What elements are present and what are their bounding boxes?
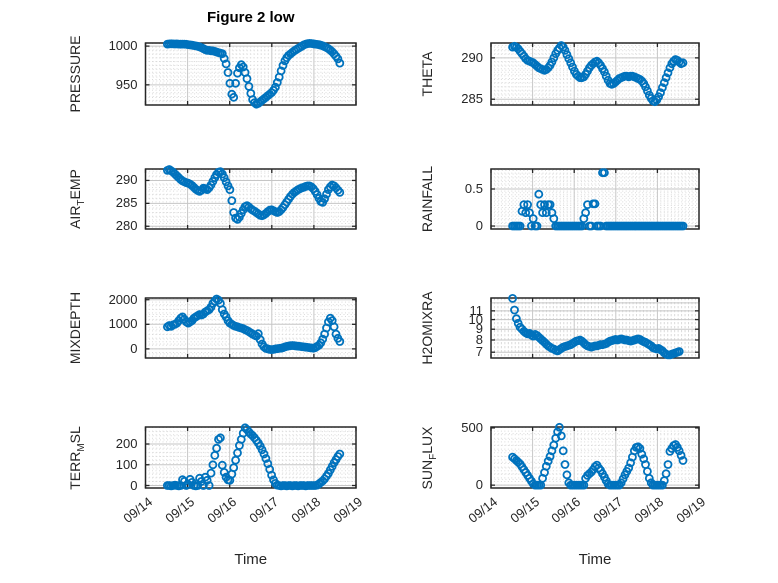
h2omixra-ylabel: H2OMIXRA: [419, 291, 435, 365]
h2omixra-tick-marks: [490, 298, 700, 358]
rainfall-ylabel: RAINFALL: [419, 165, 435, 233]
terr-msl-ytick-0: 0: [130, 477, 138, 493]
sun-flux-ytick-0: 0: [475, 477, 483, 493]
time-axis-label-right: Time: [578, 551, 612, 568]
mixdepth-ylabel: MIXDEPTH: [67, 291, 83, 365]
rainfall-minor-grid: [491, 169, 699, 229]
h2omixra-axes-box: [490, 297, 700, 359]
mixdepth-subplot: [144, 294, 357, 359]
time-axis-label-left: Time: [234, 551, 268, 568]
air-temp-axes-box: [144, 168, 357, 230]
rainfall-subplot: [490, 168, 700, 231]
rainfall-ytick-0: 0: [475, 218, 483, 234]
air-temp-ytick-285: 285: [115, 195, 138, 211]
sun-flux-markers: [508, 422, 688, 490]
terr-msl-ylabel: TERRMSL: [67, 425, 87, 490]
mixdepth-tick-marks: [144, 298, 357, 358]
theta-ylabel: THETA: [419, 51, 435, 97]
pressure-ytick-1000: 1000: [108, 38, 138, 54]
mixdepth-ytick-0: 0: [130, 340, 138, 356]
h2omixra-subplot: [490, 293, 700, 360]
pressure-tick-marks: [144, 43, 357, 105]
theta-tick-marks: [490, 43, 700, 105]
air-temp-ylabel: AIRTEMP: [67, 169, 87, 229]
h2omixra-ytick-8: 8: [475, 331, 483, 347]
sun-flux-ytick-500: 500: [461, 419, 483, 435]
mixdepth-markers: [162, 294, 345, 355]
terr-msl-ytick-200: 200: [115, 436, 138, 451]
h2omixra-ytick-7: 7: [475, 344, 483, 360]
terr-msl-markers: [162, 423, 345, 491]
h2omixra-ytick-10: 10: [468, 311, 483, 327]
air-temp-ytick-290: 290: [115, 172, 138, 188]
h2omixra-markers: [508, 293, 684, 360]
pressure-ylabel: PRESSURE: [67, 35, 83, 113]
air-temp-tick-marks: [144, 169, 357, 229]
theta-ytick-285: 285: [461, 91, 483, 107]
theta-markers: [508, 41, 688, 107]
mixdepth-ytick-2000: 2000: [108, 291, 138, 307]
sun-flux-ylabel: SUNFLUX: [419, 426, 439, 489]
mixdepth-ytick-1000: 1000: [108, 316, 138, 332]
sun-flux-subplot: [490, 422, 700, 490]
rainfall-markers: [508, 168, 688, 231]
theta-subplot: [490, 41, 700, 107]
theta-axes-box: [490, 42, 700, 106]
pressure-markers: [162, 39, 345, 109]
theta-ytick-290: 290: [461, 49, 483, 65]
air-temp-subplot: [144, 165, 357, 230]
air-temp-major-grid: [145, 169, 356, 229]
air-temp-markers: [162, 165, 345, 224]
air-temp-ytick-280: 280: [115, 218, 138, 234]
pressure-ytick-950: 950: [115, 76, 138, 92]
mixdepth-axes-box: [144, 297, 357, 359]
rainfall-ytick-0.5: 0.5: [464, 181, 483, 196]
terr-msl-axes-box: [144, 426, 357, 489]
figure-title: Figure 2 low: [206, 9, 295, 26]
sun-flux-axes-box: [490, 426, 700, 489]
h2omixra-ytick-9: 9: [475, 321, 483, 337]
h2omixra-ytick-11: 11: [469, 302, 484, 318]
terr-msl-subplot: [144, 423, 357, 491]
terr-msl-ytick-100: 100: [115, 456, 138, 472]
pressure-subplot: [144, 39, 357, 109]
